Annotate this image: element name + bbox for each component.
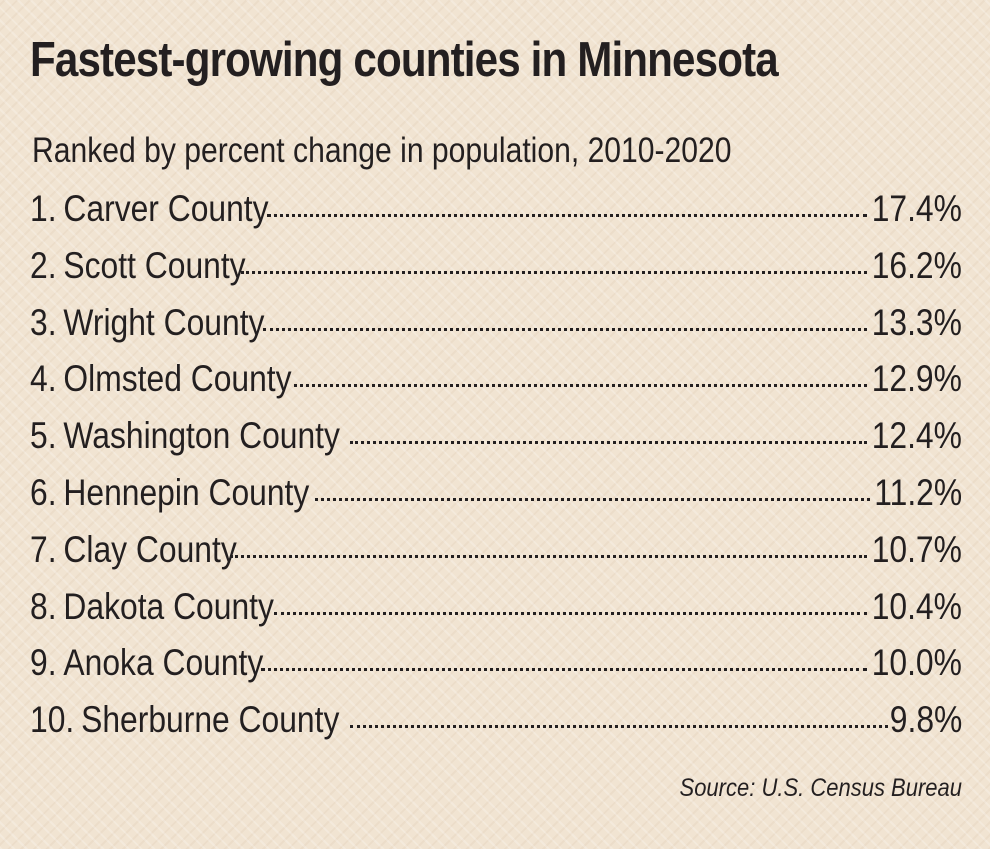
dot-leader: [267, 214, 868, 217]
row-label: 2. Scott County: [30, 247, 246, 284]
dot-leader: [314, 497, 870, 501]
list-item: 2. Scott County 16.2%: [30, 247, 962, 304]
dot-leader: [349, 725, 888, 729]
list-item: 5. Washington County 12.4%: [30, 417, 962, 474]
county-name: Dakota County: [63, 585, 274, 627]
row-label: 5. Washington County: [30, 417, 340, 454]
list-item: 7. Clay County 10.7%: [30, 531, 962, 588]
rank-number: 6.: [30, 471, 57, 513]
list-item: 3. Wright County 13.3%: [30, 304, 962, 361]
list-item: 8. Dakota County 10.4%: [30, 588, 962, 645]
county-name: Olmsted County: [63, 358, 292, 400]
percent-change: 9.8%: [889, 699, 962, 741]
rank-number: 2.: [30, 244, 57, 286]
ranking-list: 1. Carver County 17.4% 2. Scott County 16.…: [30, 190, 962, 758]
list-item: 10. Sherburne County 9.8%: [30, 701, 962, 758]
rank-number: 5.: [30, 415, 57, 457]
rank-number: 4.: [30, 358, 57, 400]
county-name: Carver County: [63, 188, 269, 229]
page-title: Fastest-growing counties in Minnesota: [30, 33, 779, 87]
list-item: 9. Anoka County 10.0%: [30, 644, 962, 701]
dot-leader: [262, 327, 868, 331]
rank-number: 10.: [30, 699, 75, 741]
county-name: Hennepin County: [63, 471, 310, 513]
county-name: Sherburne County: [81, 699, 340, 741]
row-label: 6. Hennepin County: [30, 474, 309, 511]
row-label: 4. Olmsted County: [30, 360, 292, 397]
row-label: 9. Anoka County: [30, 644, 263, 681]
list-item: 6. Hennepin County 11.2%: [30, 474, 962, 531]
rank-number: 8.: [30, 585, 57, 627]
dot-leader: [261, 668, 868, 672]
source-credit: Source: U.S. Census Bureau: [679, 774, 962, 802]
dot-leader: [230, 554, 868, 558]
row-label: 7. Clay County: [30, 531, 237, 568]
percent-change: 10.7%: [871, 528, 962, 570]
rank-number: 7.: [30, 528, 57, 570]
row-label: 10. Sherburne County: [30, 701, 339, 738]
row-label: 1. Carver County: [30, 190, 269, 227]
rank-number: 3.: [30, 301, 57, 343]
percent-change: 17.4%: [871, 188, 962, 229]
county-name: Scott County: [63, 244, 246, 286]
row-label: 8. Dakota County: [30, 588, 274, 625]
percent-change: 12.4%: [871, 415, 962, 457]
percent-change: 16.2%: [871, 244, 962, 286]
dot-leader: [273, 611, 868, 615]
dot-leader: [350, 441, 868, 445]
row-label: 3. Wright County: [30, 304, 264, 341]
list-item: 1. Carver County 17.4%: [30, 190, 962, 247]
subtitle: Ranked by percent change in population, …: [32, 131, 732, 170]
percent-change: 10.0%: [871, 642, 962, 684]
list-item: 4. Olmsted County 12.9%: [30, 360, 962, 417]
dot-leader: [240, 270, 868, 274]
dot-leader: [294, 384, 868, 388]
percent-change: 11.2%: [874, 471, 962, 513]
county-name: Clay County: [63, 528, 237, 570]
county-name: Washington County: [63, 415, 340, 457]
percent-change: 10.4%: [871, 585, 962, 627]
percent-change: 12.9%: [871, 358, 962, 400]
percent-change: 13.3%: [871, 301, 962, 343]
county-name: Wright County: [63, 301, 265, 343]
rank-number: 9.: [30, 642, 57, 684]
county-name: Anoka County: [63, 642, 264, 684]
rank-number: 1.: [30, 188, 57, 229]
